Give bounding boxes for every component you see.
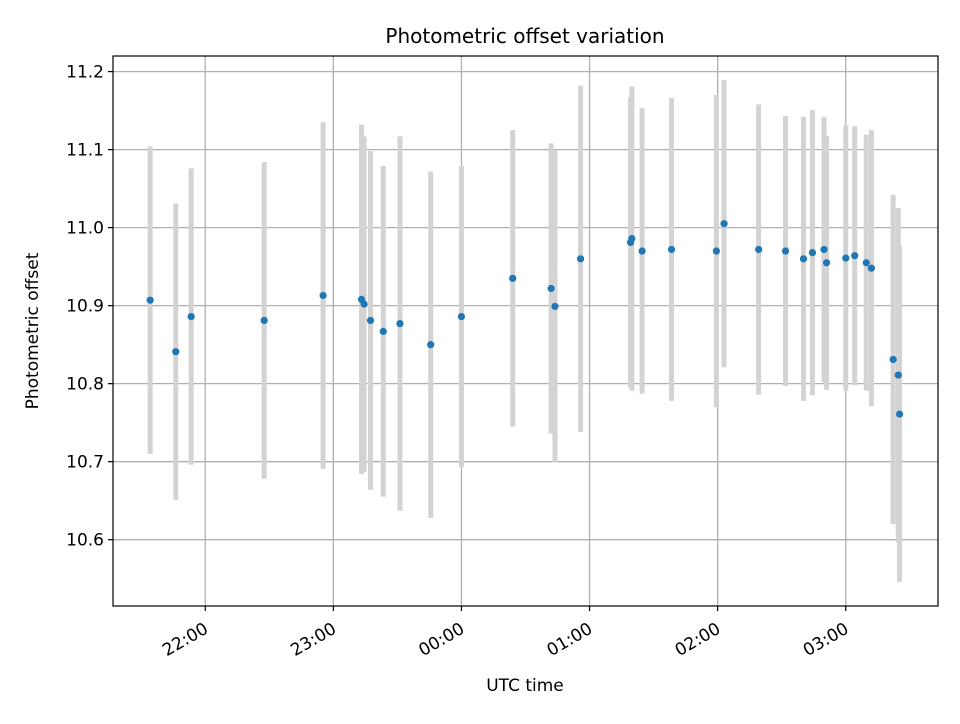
plot-frame	[112, 55, 939, 607]
y-axis-ticks: 10.6 10.7 10.8 10.9 11.0 11.1 11.2	[66, 63, 113, 551]
data-point	[547, 284, 555, 293]
data-point	[712, 247, 720, 255]
y-tick-label: 10.9	[66, 297, 104, 317]
data-point	[867, 264, 875, 272]
data-point	[319, 291, 327, 300]
y-tick-label: 10.8	[66, 375, 104, 395]
chart-title: Photometric offset variation	[385, 24, 664, 48]
y-tick-label: 11.1	[66, 141, 104, 161]
data-point	[260, 316, 268, 325]
y-tick-label: 11.2	[66, 63, 104, 83]
data-point	[509, 274, 517, 282]
y-axis-label: Photometric offset	[23, 252, 43, 409]
data-point	[822, 259, 831, 267]
data-point	[889, 355, 897, 364]
data-point	[379, 327, 387, 335]
data-point	[895, 410, 904, 418]
data-point	[755, 245, 763, 254]
y-tick-label: 11.0	[66, 219, 104, 239]
data-point	[360, 300, 368, 308]
data-point	[781, 247, 790, 255]
data-point	[720, 220, 728, 228]
data-point	[820, 245, 828, 254]
data-point	[396, 319, 404, 328]
y-tick-label: 10.6	[66, 531, 104, 551]
data-point	[146, 296, 154, 304]
data-point	[842, 254, 850, 262]
data-point	[862, 259, 870, 267]
data-point	[366, 316, 375, 325]
data-point	[851, 252, 859, 260]
data-point	[172, 348, 180, 356]
data-point	[427, 341, 435, 349]
data-point	[187, 312, 195, 321]
data-point	[576, 255, 585, 263]
data-point	[667, 245, 676, 254]
data-point	[799, 255, 808, 263]
data-point	[894, 371, 902, 379]
data-point	[457, 312, 466, 321]
x-axis-label: UTC time	[486, 676, 564, 696]
data-point	[808, 248, 817, 257]
y-tick-label: 10.7	[66, 453, 104, 473]
data-point	[551, 302, 559, 311]
data-point	[628, 234, 636, 243]
data-points	[146, 220, 904, 418]
data-point	[638, 247, 646, 255]
